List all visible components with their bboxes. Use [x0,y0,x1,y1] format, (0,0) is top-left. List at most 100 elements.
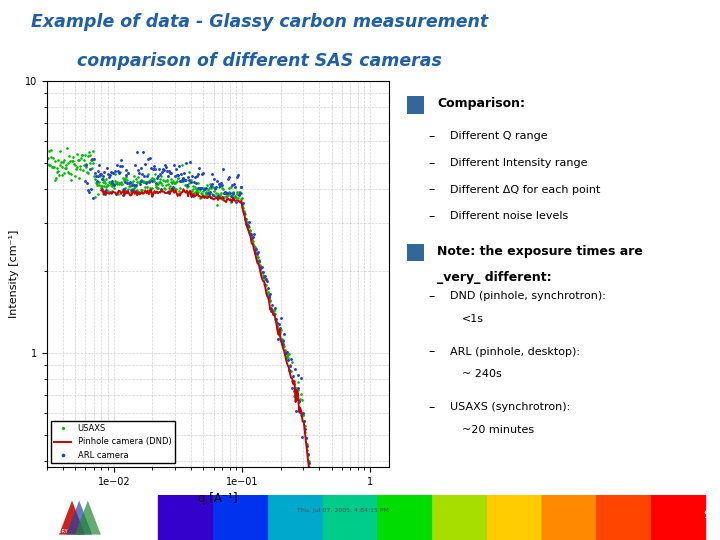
Bar [433,495,440,540]
Bar [214,495,222,540]
Bar [597,495,623,540]
Bar [652,495,654,540]
Bar [323,495,328,540]
Bar [323,495,343,540]
Bar [652,495,655,540]
Bar [487,495,507,540]
Bar [597,495,599,540]
Bar [543,495,575,540]
Bar [433,495,456,540]
Bar [597,495,627,540]
Bar [159,495,169,540]
Bar [323,495,333,540]
Bar [487,495,501,540]
Bar [652,495,695,540]
Bar [323,495,327,540]
Bar [488,495,534,540]
Bar [159,495,186,540]
Bar [488,495,525,540]
Bar [159,495,190,540]
Bar [269,495,274,540]
Bar [378,495,402,540]
Bar [487,495,497,540]
Bar [407,96,423,113]
Bar [160,495,207,540]
Bar [378,495,392,540]
Pinhole camera (DND) [107,189,115,195]
Bar [433,495,469,540]
Bar [214,495,237,540]
Bar [378,495,406,540]
Line: Pinhole camera (DND): Pinhole camera (DND) [102,188,331,540]
Bar [652,495,659,540]
Bar [543,495,585,540]
Bar [652,495,665,540]
Bar [160,495,210,540]
Bar [214,495,236,540]
Bar [597,495,610,540]
Bar [378,495,405,540]
Bar [542,495,568,540]
Bar [598,495,650,540]
Polygon shape [75,501,101,535]
Bar [488,495,531,540]
Bar [652,495,662,540]
Line: ARL camera: ARL camera [84,150,348,540]
Bar [159,495,168,540]
Bar [542,495,549,540]
Bar [597,495,615,540]
Bar [597,495,614,540]
Bar [542,495,567,540]
Bar [323,495,335,540]
Bar [214,495,230,540]
Bar [487,495,500,540]
Bar [652,495,667,540]
Bar [542,495,572,540]
Bar [159,495,180,540]
Bar [543,495,591,540]
Text: Different Q range: Different Q range [449,131,547,141]
Bar [543,495,579,540]
Bar [379,495,419,540]
ARL camera [297,375,305,382]
Bar [323,495,345,540]
Bar [378,495,402,540]
Bar [597,495,613,540]
Bar [488,495,521,540]
Bar [379,495,418,540]
Text: –: – [428,401,434,414]
Bar [652,495,667,540]
Bar [597,495,620,540]
Bar [597,495,628,540]
Bar [543,495,595,540]
Bar [160,495,205,540]
Bar [652,495,703,540]
Bar [488,495,519,540]
Bar [379,495,425,540]
Bar [652,495,702,540]
Bar [215,495,262,540]
Bar [542,495,573,540]
Bar [597,495,625,540]
Bar [379,495,422,540]
Bar [487,495,498,540]
Bar [542,495,546,540]
Bar [269,495,309,540]
Bar [323,495,343,540]
Bar [597,495,601,540]
Bar [543,495,594,540]
Bar [433,495,438,540]
Bar [269,495,276,540]
Bar [542,495,557,540]
Pinhole camera (DND) [97,187,106,194]
Bar [269,495,312,540]
Bar [214,495,225,540]
Bar [542,495,570,540]
Bar [269,495,289,540]
Bar [159,495,165,540]
Bar [379,495,427,540]
Bar [324,495,372,540]
Bar [214,495,228,540]
Bar [433,495,481,540]
Bar [542,495,562,540]
